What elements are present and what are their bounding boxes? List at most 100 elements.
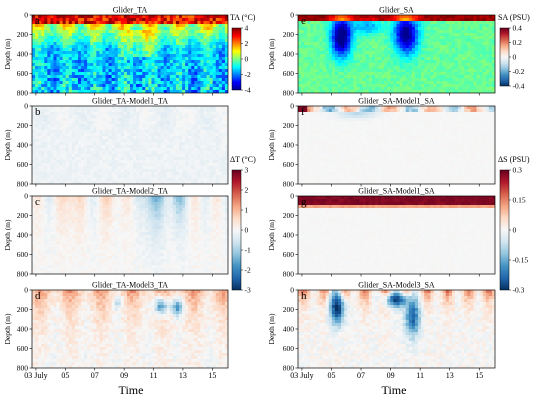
heatmap-cell-a	[50, 42, 54, 46]
heatmap-cell-c	[123, 202, 128, 206]
heatmap-cell-c	[71, 196, 76, 200]
heatmap-cell-b	[139, 118, 143, 122]
heatmap-cell-b	[175, 148, 180, 152]
heatmap-cell-c	[81, 199, 85, 203]
heatmap-cell-c	[185, 241, 189, 245]
heatmap-cell-c	[99, 235, 103, 239]
heatmap-cell-c	[160, 253, 165, 257]
heatmap-cell-c	[87, 202, 91, 206]
heatmap-cell-c	[200, 214, 204, 218]
heatmap-cell-b	[102, 118, 106, 122]
heatmap-cell-a	[206, 45, 210, 49]
heatmap-cell-c	[215, 196, 220, 200]
heatmap-cell-b	[151, 106, 155, 110]
heatmap-cell-a	[99, 84, 103, 88]
heatmap-cell-c	[206, 250, 210, 254]
heatmap-cell-b	[179, 148, 183, 152]
heatmap-cell-c	[53, 205, 57, 209]
heatmap-cell-a	[77, 51, 82, 55]
heatmap-cell-a	[172, 60, 177, 64]
heatmap-cell-a	[108, 30, 112, 34]
heatmap-cell-a	[77, 78, 82, 82]
heatmap-cell-b	[224, 142, 228, 146]
heatmap-cell-a	[175, 42, 180, 46]
heatmap-cell-c	[120, 199, 125, 203]
heatmap-cell-b	[35, 178, 39, 182]
heatmap-cell-a	[123, 72, 128, 76]
heatmap-cell-a	[65, 30, 70, 34]
heatmap-cell-a	[224, 84, 228, 88]
heatmap-cell-b	[215, 106, 220, 110]
heatmap-cell-a	[47, 18, 51, 22]
heatmap-cell-a	[38, 72, 42, 76]
heatmap-cell-b	[200, 151, 204, 155]
heatmap-cell-b	[65, 163, 70, 167]
heatmap-cell-b	[221, 142, 226, 146]
heatmap-cell-b	[194, 142, 198, 146]
heatmap-cell-a	[81, 39, 85, 43]
heatmap-cell-b	[56, 127, 60, 131]
heatmap-cell-b	[133, 178, 137, 182]
heatmap-cell-a	[148, 78, 152, 82]
heatmap-cell-b	[38, 148, 42, 152]
heatmap-cell-a	[35, 21, 39, 25]
heatmap-cell-a	[218, 15, 223, 19]
heatmap-cell-a	[53, 84, 57, 88]
heatmap-cell-b	[41, 157, 45, 161]
heatmap-cell-b	[197, 112, 201, 116]
heatmap-cell-c	[185, 208, 189, 212]
heatmap-cell-c	[185, 211, 189, 215]
heatmap-cell-c	[200, 217, 204, 221]
heatmap-cell-b	[172, 124, 177, 128]
heatmap-cell-a	[114, 30, 119, 34]
heatmap-cell-c	[47, 202, 51, 206]
heatmap-cell-c	[102, 199, 106, 203]
heatmap-cell-b	[154, 145, 158, 149]
heatmap-cell-a	[114, 54, 119, 58]
heatmap-cell-b	[81, 109, 85, 113]
heatmap-cell-c	[172, 262, 177, 266]
heatmap-cell-b	[215, 124, 220, 128]
heatmap-cell-a	[179, 84, 183, 88]
heatmap-cell-c	[191, 199, 195, 203]
heatmap-cell-b	[142, 124, 146, 128]
heatmap-cell-c	[182, 265, 186, 269]
heatmap-cell-b	[191, 121, 195, 125]
heatmap-cell-b	[179, 178, 183, 182]
heatmap-cell-c	[154, 253, 158, 257]
heatmap-cell-c	[35, 268, 39, 272]
heatmap-cell-a	[166, 36, 171, 40]
heatmap-cell-c	[114, 241, 119, 245]
heatmap-cell-c	[117, 211, 122, 215]
heatmap-cell-a	[50, 21, 54, 25]
heatmap-cell-a	[203, 33, 207, 37]
heatmap-cell-b	[188, 124, 192, 128]
heatmap-cell-a	[215, 54, 220, 58]
heatmap-cell-b	[65, 124, 70, 128]
heatmap-cell-a	[203, 66, 207, 70]
heatmap-b	[32, 106, 228, 184]
heatmap-cell-a	[87, 21, 91, 25]
heatmap-cell-b	[145, 130, 149, 134]
heatmap-cell-a	[41, 18, 45, 22]
heatmap-cell-c	[93, 256, 97, 260]
heatmap-cell-b	[215, 112, 220, 116]
heatmap-cell-b	[84, 109, 88, 113]
heatmap-cell-a	[47, 42, 51, 46]
heatmap-cell-a	[87, 42, 91, 46]
heatmap-cell-a	[224, 69, 228, 73]
heatmap-cell-a	[182, 48, 186, 52]
heatmap-cell-b	[32, 118, 36, 122]
heatmap-cell-b	[35, 112, 39, 116]
heatmap-cell-b	[108, 169, 112, 173]
heatmap-cell-a	[139, 81, 143, 85]
heatmap-cell-c	[96, 235, 100, 239]
heatmap-cell-b	[163, 160, 168, 164]
heatmap-cell-a	[179, 75, 183, 79]
heatmap-cell-c	[68, 208, 73, 212]
heatmap-cell-b	[126, 121, 131, 125]
heatmap-cell-b	[194, 127, 198, 131]
heatmap-cell-a	[185, 48, 189, 52]
heatmap-cell-a	[179, 90, 183, 93]
heatmap-cell-a	[197, 66, 201, 70]
